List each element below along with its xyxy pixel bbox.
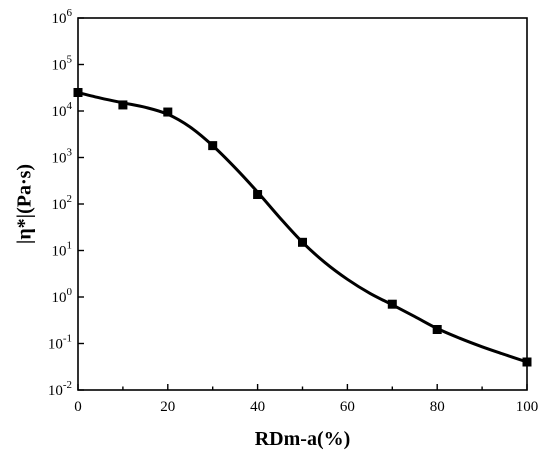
fit-curve <box>77 91 528 364</box>
data-point <box>432 325 442 335</box>
data-point <box>298 237 307 247</box>
data-points <box>73 87 532 367</box>
y-tick-label: 10-1 <box>48 333 72 353</box>
x-tick-label: 40 <box>250 399 265 415</box>
data-point <box>73 87 83 97</box>
x-tick-label: 80 <box>430 399 445 415</box>
y-tick-label: 105 <box>52 54 73 74</box>
y-axis-title: |η*|(Pa·s) <box>14 164 36 244</box>
y-tick-label: 102 <box>52 193 73 213</box>
x-tick-label: 0 <box>74 399 82 415</box>
data-point <box>253 190 263 200</box>
x-axis-ticks: 0 20 40 60 80 100 <box>74 384 538 415</box>
x-tick-label: 100 <box>516 399 539 415</box>
x-tick-label: 20 <box>160 399 175 415</box>
data-point <box>387 299 397 309</box>
y-tick-label: 104 <box>52 100 73 120</box>
data-point <box>522 357 532 367</box>
y-tick-label: 100 <box>52 286 73 306</box>
data-point <box>118 100 128 110</box>
y-axis-ticks: 10-2 10-1 100 101 102 103 104 105 106 <box>48 7 84 399</box>
y-tick-label: 106 <box>52 7 73 27</box>
x-axis-title: RDm-a(%) <box>255 428 351 450</box>
y-tick-label: 103 <box>52 147 73 167</box>
y-tick-label: 101 <box>52 240 73 260</box>
plot-border <box>77 17 528 391</box>
data-point <box>163 107 173 117</box>
data-point <box>208 141 218 151</box>
plot-frame <box>77 17 528 391</box>
x-tick-label: 60 <box>340 399 355 415</box>
y-tick-label: 10-2 <box>48 379 72 399</box>
